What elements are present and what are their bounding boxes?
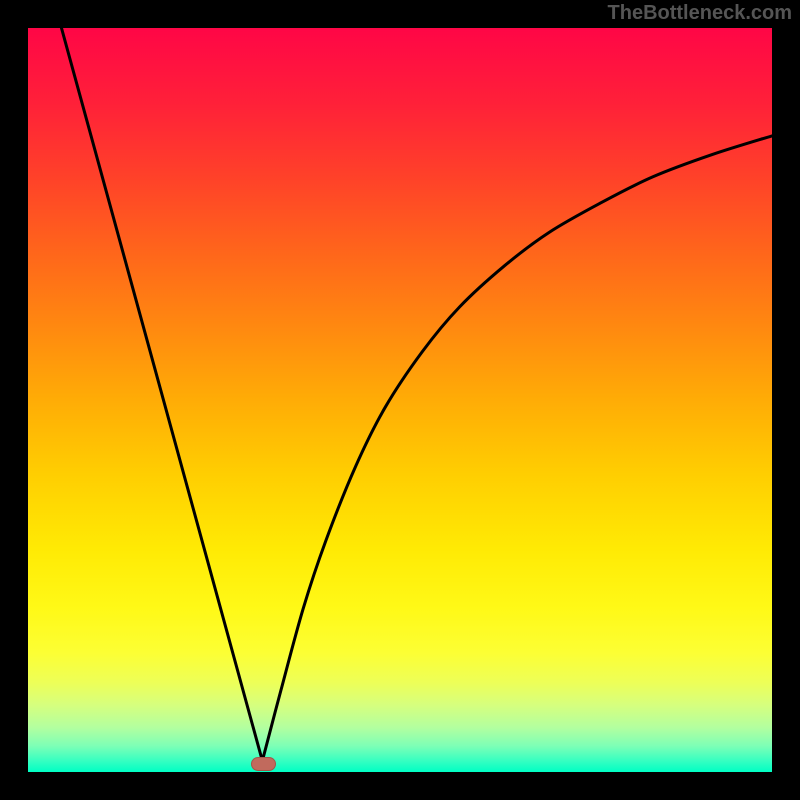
watermark-text: TheBottleneck.com xyxy=(608,2,792,25)
chart-root: TheBottleneck.com xyxy=(0,0,800,800)
plot-area xyxy=(28,28,772,772)
optimal-point-marker xyxy=(251,757,275,771)
bottleneck-curve xyxy=(28,28,772,772)
